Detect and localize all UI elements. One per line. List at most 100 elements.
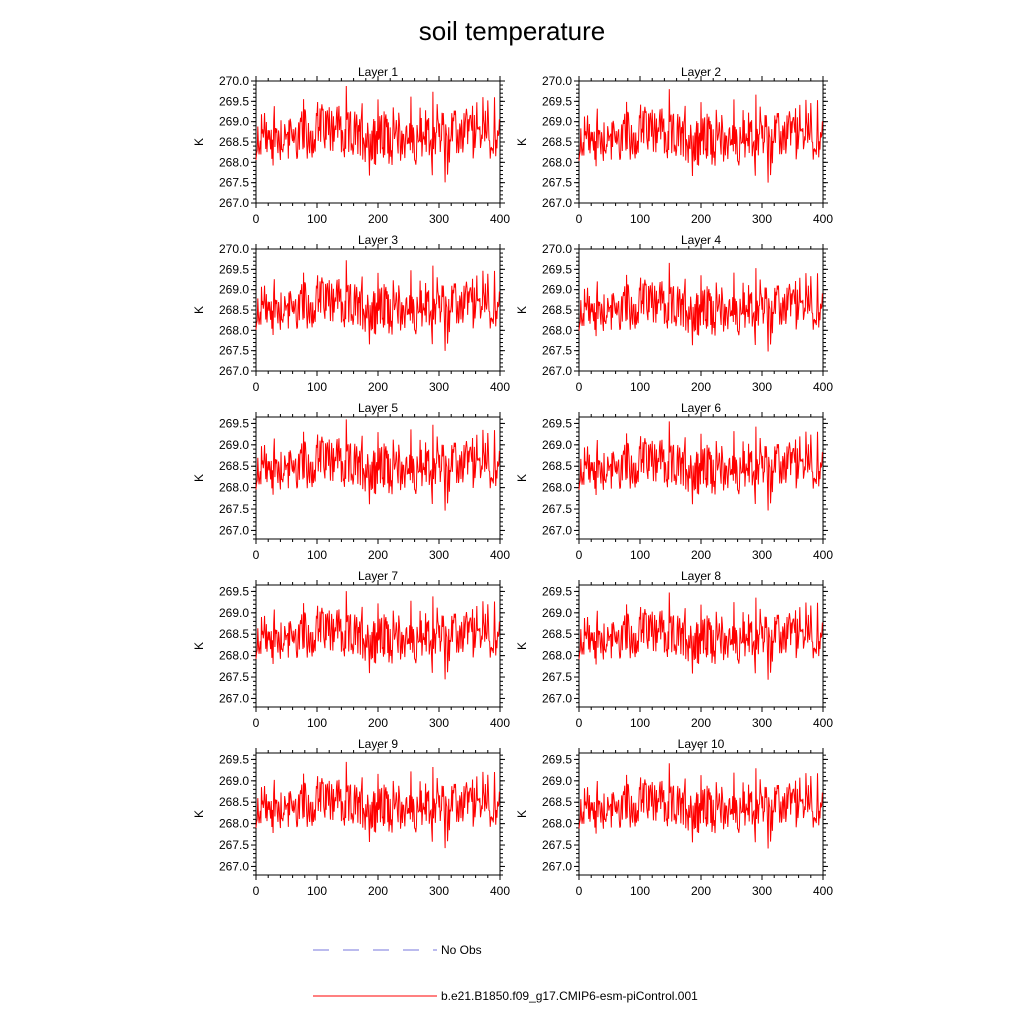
legend-item-1: No Obs bbox=[313, 943, 482, 957]
y-tick-label: 269.0 bbox=[542, 438, 572, 452]
y-tick-label: 268.0 bbox=[219, 649, 249, 663]
x-tick-label: 0 bbox=[253, 716, 260, 730]
y-tick-label: 269.5 bbox=[219, 416, 249, 430]
y-tick-label: 267.5 bbox=[219, 838, 249, 852]
series-line bbox=[578, 89, 823, 183]
y-tick-label: 268.0 bbox=[542, 649, 572, 663]
x-tick-label: 300 bbox=[752, 716, 772, 730]
x-tick-label: 0 bbox=[576, 716, 583, 730]
y-tick-label: 267.5 bbox=[542, 344, 572, 358]
series-line bbox=[578, 262, 823, 352]
y-tick-label: 268.5 bbox=[542, 303, 572, 317]
x-tick-label: 0 bbox=[253, 884, 260, 898]
y-tick-label: 267.0 bbox=[219, 364, 249, 378]
x-tick-label: 100 bbox=[307, 548, 327, 562]
x-tick-label: 300 bbox=[752, 548, 772, 562]
x-tick-label: 200 bbox=[691, 884, 711, 898]
x-tick-label: 300 bbox=[429, 380, 449, 394]
panel-layer-6: Layer 6 K 267.0 267.5 268.0 268.5 269.0 269.5 0 1… bbox=[515, 401, 833, 562]
y-tick-label: 269.0 bbox=[542, 774, 572, 788]
y-tick-label: 267.5 bbox=[219, 502, 249, 516]
x-tick-label: 100 bbox=[630, 716, 650, 730]
chart-title: soil temperature bbox=[419, 16, 605, 46]
panel-layer-3: Layer 3 K 267.0 267.5 268.0 268.5 269.0 269.5 27… bbox=[192, 233, 510, 394]
x-tick-label: 0 bbox=[576, 548, 583, 562]
panel-grid: Layer 1 K 267.0 267.5 268.0 268.5 269.0 269.5 27… bbox=[192, 65, 833, 898]
x-tick-label: 400 bbox=[490, 548, 510, 562]
y-tick-label: 267.5 bbox=[542, 502, 572, 516]
legend: No Obs b.e21.B1850.f09_g17.CMIP6-esm-piCo… bbox=[313, 943, 698, 1003]
x-tick-label: 100 bbox=[630, 884, 650, 898]
panel-title: Layer 6 bbox=[681, 401, 721, 415]
panel-layer-10: Layer 10 K 267.0 267.5 268.0 268.5 269.0 269.5 0… bbox=[515, 737, 833, 898]
x-tick-label: 200 bbox=[368, 548, 388, 562]
y-tick-label: 270.0 bbox=[219, 74, 249, 88]
x-tick-label: 0 bbox=[253, 212, 260, 226]
x-tick-label: 300 bbox=[429, 212, 449, 226]
panel-title: Layer 10 bbox=[678, 737, 725, 751]
series-line bbox=[255, 419, 500, 511]
y-tick-label: 267.5 bbox=[542, 838, 572, 852]
x-tick-label: 100 bbox=[307, 884, 327, 898]
y-tick-label: 269.5 bbox=[542, 262, 572, 276]
y-tick-label: 269.5 bbox=[219, 584, 249, 598]
panel-layer-9: Layer 9 K 267.0 267.5 268.0 268.5 269.0 269.5 0 1… bbox=[192, 737, 510, 898]
y-tick-label: 268.0 bbox=[542, 323, 572, 337]
x-tick-label: 100 bbox=[630, 212, 650, 226]
y-tick-label: 267.0 bbox=[219, 523, 249, 537]
y-tick-label: 267.0 bbox=[219, 691, 249, 705]
y-tick-label: 268.0 bbox=[219, 155, 249, 169]
y-tick-label: 268.5 bbox=[219, 627, 249, 641]
x-tick-label: 300 bbox=[429, 716, 449, 730]
panel-layer-7: Layer 7 K 267.0 267.5 268.0 268.5 269.0 269.5 0 1… bbox=[192, 569, 510, 730]
x-tick-label: 400 bbox=[490, 884, 510, 898]
legend-label: No Obs bbox=[441, 943, 482, 957]
panel-layer-2: Layer 2 K 267.0 267.5 268.0 268.5 269.0 269.5 27… bbox=[515, 65, 833, 226]
y-tick-label: 268.0 bbox=[219, 481, 249, 495]
y-axis-label: K bbox=[192, 810, 206, 818]
x-tick-label: 100 bbox=[307, 380, 327, 394]
panel-title: Layer 3 bbox=[358, 233, 398, 247]
y-tick-label: 267.5 bbox=[542, 176, 572, 190]
x-tick-label: 100 bbox=[307, 716, 327, 730]
x-tick-label: 200 bbox=[691, 716, 711, 730]
y-tick-label: 267.0 bbox=[542, 691, 572, 705]
x-tick-label: 100 bbox=[630, 548, 650, 562]
y-tick-label: 268.0 bbox=[542, 481, 572, 495]
y-axis-label: K bbox=[515, 474, 529, 482]
y-tick-label: 269.5 bbox=[542, 94, 572, 108]
panel-title: Layer 9 bbox=[358, 737, 398, 751]
x-tick-label: 400 bbox=[813, 212, 833, 226]
y-tick-label: 267.5 bbox=[219, 344, 249, 358]
y-tick-label: 270.0 bbox=[542, 242, 572, 256]
y-tick-label: 267.0 bbox=[542, 196, 572, 210]
series-line bbox=[578, 592, 823, 680]
x-tick-label: 200 bbox=[368, 380, 388, 394]
x-tick-label: 200 bbox=[691, 212, 711, 226]
y-tick-label: 269.5 bbox=[219, 262, 249, 276]
y-tick-label: 269.0 bbox=[219, 774, 249, 788]
y-tick-label: 269.5 bbox=[542, 752, 572, 766]
y-tick-label: 269.0 bbox=[542, 606, 572, 620]
x-tick-label: 400 bbox=[490, 716, 510, 730]
series-line bbox=[255, 86, 500, 183]
panel-title: Layer 2 bbox=[681, 65, 721, 79]
panel-title: Layer 5 bbox=[358, 401, 398, 415]
y-axis-label: K bbox=[515, 306, 529, 314]
y-axis-label: K bbox=[192, 138, 206, 146]
x-tick-label: 400 bbox=[490, 212, 510, 226]
x-tick-label: 300 bbox=[752, 884, 772, 898]
y-tick-label: 269.0 bbox=[219, 283, 249, 297]
y-tick-label: 267.5 bbox=[219, 176, 249, 190]
series-line bbox=[255, 761, 500, 849]
y-tick-label: 269.0 bbox=[219, 115, 249, 129]
x-tick-label: 200 bbox=[691, 548, 711, 562]
y-axis-label: K bbox=[192, 474, 206, 482]
y-tick-label: 268.0 bbox=[542, 817, 572, 831]
x-tick-label: 300 bbox=[429, 548, 449, 562]
y-tick-label: 268.0 bbox=[219, 323, 249, 337]
panel-layer-4: Layer 4 K 267.0 267.5 268.0 268.5 269.0 269.5 27… bbox=[515, 233, 833, 394]
x-tick-label: 400 bbox=[490, 380, 510, 394]
y-tick-label: 268.0 bbox=[219, 817, 249, 831]
y-tick-label: 269.5 bbox=[219, 752, 249, 766]
